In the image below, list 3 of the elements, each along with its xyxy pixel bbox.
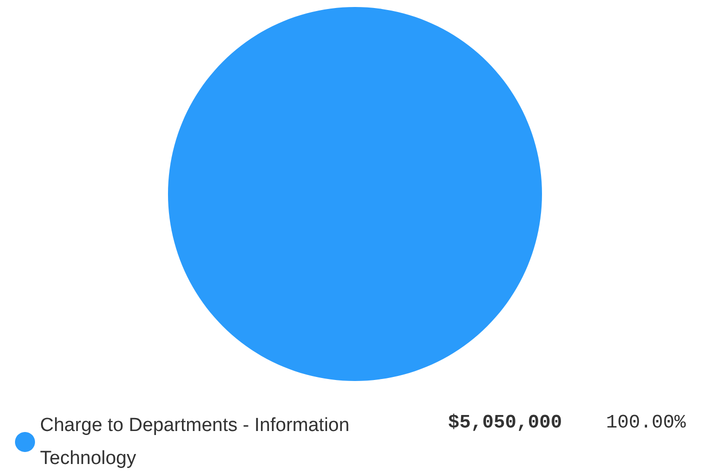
legend-label: Charge to Departments - Information Technology — [40, 415, 355, 469]
data-label: $5,050,000 — [448, 412, 562, 434]
text: 100.00% — [606, 412, 686, 434]
